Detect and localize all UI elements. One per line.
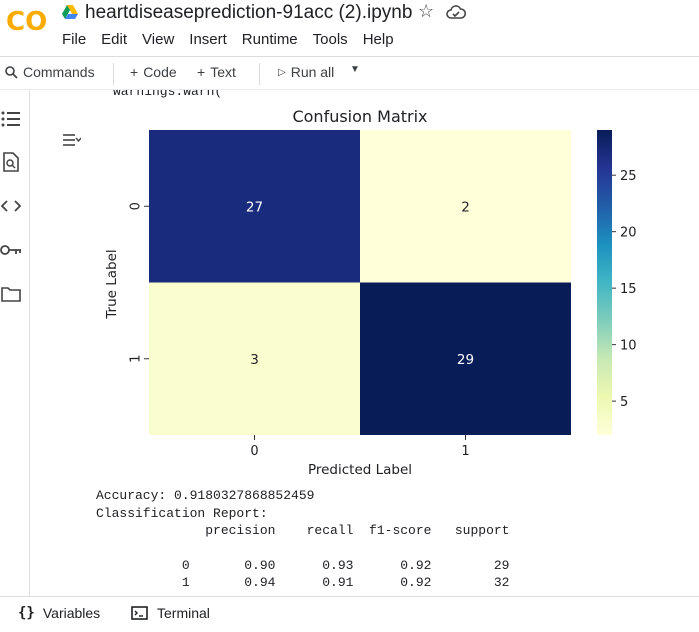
report-title: Classification Report:: [96, 506, 268, 521]
toolbar: Commands + Code + Text ▷ Run all ▼: [0, 56, 699, 90]
menu-file[interactable]: File: [62, 31, 87, 48]
x-tick-label: 1: [461, 444, 469, 459]
left-sidebar: [0, 90, 30, 596]
menu-edit[interactable]: Edit: [101, 31, 128, 48]
colorbar-tick-label: 10: [620, 339, 637, 354]
toolbar-divider: [259, 63, 260, 85]
bottom-bar: {} Variables Terminal: [0, 596, 699, 632]
heatmap-cell: [360, 282, 571, 435]
cloud-saved-icon[interactable]: [446, 5, 466, 21]
cell-value-label: 3: [250, 352, 259, 368]
colorbar-tick-label: 15: [620, 282, 637, 297]
plus-icon: +: [130, 64, 139, 80]
x-axis-label: Predicted Label: [308, 462, 412, 478]
report-header: precision recall f1-score support: [96, 523, 510, 538]
x-tick-label: 0: [250, 444, 258, 459]
search-icon: [5, 65, 18, 79]
y-tick-label: 0: [129, 202, 144, 210]
menu-view[interactable]: View: [142, 31, 175, 48]
secrets-key-icon[interactable]: [0, 239, 22, 261]
cell-value-label: 29: [457, 352, 474, 368]
colorbar: [597, 130, 612, 435]
google-drive-icon[interactable]: [62, 5, 78, 19]
files-folder-icon[interactable]: [0, 283, 22, 305]
add-code-label: Code: [143, 64, 177, 80]
add-text-label: Text: [210, 64, 236, 80]
terminal-button[interactable]: Terminal: [131, 605, 210, 621]
code-snippets-icon[interactable]: [0, 195, 22, 217]
svg-text:CO: CO: [6, 7, 47, 34]
collapse-output-icon[interactable]: [61, 130, 81, 150]
toolbar-divider: [113, 63, 114, 85]
add-text-button[interactable]: + Text: [197, 64, 236, 80]
colab-logo[interactable]: CO: [4, 6, 48, 34]
menu-insert[interactable]: Insert: [189, 31, 227, 48]
y-tick-label: 1: [129, 355, 144, 363]
cell-value-label: 2: [461, 199, 470, 215]
accuracy-text: Accuracy: 0.9180327868852459: [96, 488, 315, 503]
warning-text: warnings.warn(: [113, 90, 223, 99]
commands-label: Commands: [23, 64, 95, 80]
confusion-matrix-chart: Confusion Matrix 27 2 3 29 0 1 0 1 Predicted …: [104, 107, 637, 478]
variables-button[interactable]: {} Variables: [18, 605, 100, 621]
heatmap-cell: [149, 282, 360, 435]
notebook-title[interactable]: heartdiseaseprediction-91acc (2).ipynb: [85, 2, 413, 23]
heatmap-cell: [149, 130, 360, 283]
chart-title: Confusion Matrix: [292, 107, 427, 126]
terminal-label: Terminal: [157, 605, 210, 621]
menu-tools[interactable]: Tools: [312, 31, 348, 48]
cell-value-label: 27: [246, 199, 263, 215]
menu-help[interactable]: Help: [362, 31, 394, 48]
menu-runtime[interactable]: Runtime: [241, 31, 298, 48]
add-code-button[interactable]: + Code: [130, 64, 177, 80]
menu-bar: File Edit View Insert Runtime Tools Help: [62, 31, 409, 48]
table-of-contents-icon[interactable]: [0, 108, 22, 130]
plus-icon: +: [197, 64, 206, 80]
colorbar-tick-label: 25: [620, 169, 637, 184]
colorbar-tick-label: 5: [620, 395, 628, 410]
play-icon: ▷: [278, 66, 286, 78]
run-all-label: Run all: [290, 64, 335, 80]
star-icon[interactable]: ☆: [418, 1, 435, 21]
run-all-button[interactable]: ▷ Run all: [278, 64, 334, 80]
report-row: 0 0.90 0.93 0.92 29: [96, 558, 510, 573]
variables-label: Variables: [42, 605, 101, 621]
variables-icon: {}: [18, 605, 35, 621]
heatmap-cell: [360, 130, 571, 283]
run-all-dropdown-icon[interactable]: ▼: [350, 64, 360, 75]
find-icon[interactable]: [0, 151, 22, 173]
y-axis-label: True Label: [104, 249, 120, 319]
cell-output: warnings.warn( Confusion Matrix 27 2 3 29 0…: [31, 90, 699, 596]
terminal-icon: [131, 606, 148, 620]
report-row: 1 0.94 0.91 0.92 32: [96, 575, 510, 590]
commands-button[interactable]: Commands: [5, 64, 95, 80]
colorbar-tick-label: 20: [620, 226, 637, 241]
top-bar: CO heartdiseaseprediction-91acc (2).ipyn…: [0, 0, 699, 56]
